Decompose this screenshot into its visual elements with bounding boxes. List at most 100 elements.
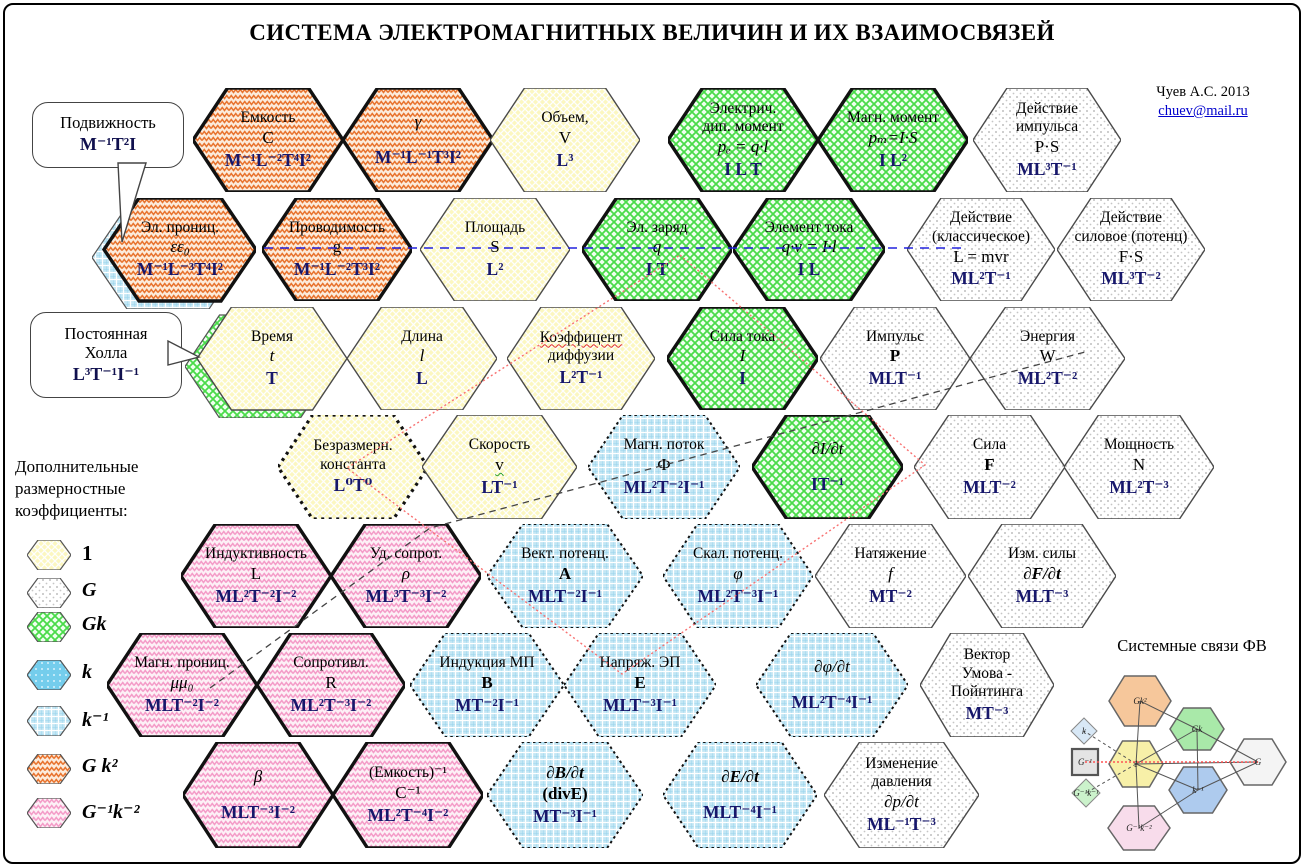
hex-text: Вектор Умова - Пойнтинга MT⁻³ <box>920 633 1054 737</box>
hex-capacitance: Емкость C M⁻¹L⁻²T⁴I² <box>193 88 343 192</box>
hex-vector-potential: Вект. потенц. A MLT⁻²I⁻¹ <box>487 524 643 628</box>
hex-dimension: L <box>416 368 428 389</box>
mini-node-label: k <box>1082 726 1087 736</box>
hex-text: ∂φ/∂t ML²T⁻⁴I⁻¹ <box>756 633 908 737</box>
hex-length: Длина l L <box>347 307 497 410</box>
hex-el-dipole-moment: Электрич. дип. момент pₑ = q·l I L T <box>668 88 818 192</box>
hex-di-dt: ∂I/∂t IT⁻¹ <box>752 415 903 519</box>
hex-mag-induction: Индукция МП B MT⁻²I⁻¹ <box>410 633 564 737</box>
hex-symbol: εε₀ <box>170 237 190 257</box>
hex-diffusion-coeff: Коэффицент диффузии L²T⁻¹ <box>507 307 655 410</box>
hex-action-impulse: Действие импульса P·S ML³T⁻¹ <box>973 88 1121 192</box>
hex-label: Объем, <box>541 109 589 127</box>
author-email-link[interactable]: chuev@mail.ru <box>1158 103 1248 119</box>
hex-text: Мощность N ML²T⁻³ <box>1064 415 1214 519</box>
hex-symbol: (divE) <box>542 783 588 803</box>
hex-label: Мощность <box>1103 436 1175 454</box>
hex-symbol: q·v = I·l <box>781 237 837 257</box>
hex-symbol: V <box>558 127 572 147</box>
callout-hall-constant: Постоянная Холла L³T⁻¹I⁻¹ <box>30 312 182 398</box>
hex-label: константа <box>320 455 386 473</box>
hex-symbol: φ <box>733 563 743 583</box>
hex-text: β MLT⁻³I⁻² <box>183 742 333 848</box>
hex-label: Проводимость <box>288 218 386 236</box>
hex-dimension: I <box>739 368 746 389</box>
hex-label: Уд. сопрот. <box>369 545 443 563</box>
hex-label: Вект. потенц. <box>521 545 609 563</box>
mini-node-label: G <box>1255 757 1262 767</box>
hex-el-charge: Эл. заряд q I T <box>582 198 732 301</box>
legend-label: G⁻¹k⁻² <box>82 801 140 823</box>
callout-label: Постоянная <box>64 323 148 343</box>
hex-action-classical: Действие (классическое) L = mvr ML²T⁻¹ <box>907 198 1055 301</box>
hex-dimension: ML⁻¹T⁻³ <box>867 813 936 834</box>
hex-label: силовое (потенц) <box>1074 227 1188 245</box>
hex-mag-permeability: Магн. прониц. μμ₀ MLT⁻²I⁻² <box>107 633 257 737</box>
hex-poynting-vector: Вектор Умова - Пойнтинга MT⁻³ <box>920 633 1054 737</box>
hex-label: Натяжение <box>854 545 927 563</box>
hex-dimension: I L² <box>878 149 908 170</box>
hex-text: Магн. поток Ф ML²T⁻²I⁻¹ <box>588 415 740 519</box>
hex-label: Сила тока <box>709 327 776 345</box>
hex-dimension: ML²T⁻³ <box>1109 476 1169 497</box>
hex-text: Индуктивность L ML²T⁻²I⁻² <box>181 524 331 628</box>
hex-resistance: Сопротивл. R ML²T⁻³I⁻² <box>257 633 405 737</box>
hex-symbol: C⁻¹ <box>395 782 421 802</box>
hex-dimension: MT⁻²I⁻¹ <box>455 694 519 715</box>
hex-label: Сила <box>972 436 1007 454</box>
hex-dimensionless-const: Безразмерн. константа L⁰T⁰ <box>278 415 428 519</box>
hex-dimension: ML²T⁻⁴I⁻¹ <box>791 691 873 712</box>
hex-mag-moment: Магн. момент pₘ=I·S I L² <box>818 88 968 192</box>
hex-dimension: MLT⁻² <box>963 476 1016 497</box>
hex-velocity: Скорость v LT⁻¹ <box>422 415 577 519</box>
hex-de-dt: ∂E/∂t MLT⁻⁴I⁻¹ <box>663 742 817 848</box>
legend-label: G k² <box>82 755 118 777</box>
hex-gamma: γ M⁻¹L⁻¹T³I² <box>343 88 493 192</box>
hex-label: Скорость <box>468 436 531 454</box>
mini-diagram-title: Системные связи ФВ <box>1117 636 1267 655</box>
hex-text: (Емкость)⁻¹ C⁻¹ ML²T⁻⁴I⁻² <box>333 742 483 848</box>
hex-text: Элемент тока q·v = I·l I L <box>733 198 885 301</box>
hex-dimension: MLT⁻²I⁻¹ <box>527 585 603 606</box>
hex-dimension: M⁻¹L⁻²T³I² <box>293 259 381 280</box>
hex-dimension: ML²T⁻²I⁻² <box>215 585 297 606</box>
hex-label: Емкость <box>240 109 296 127</box>
hex-dphi-dt: ∂φ/∂t ML²T⁻⁴I⁻¹ <box>756 633 908 737</box>
legend-swatch-g <box>26 577 72 609</box>
hex-dimension: L² <box>486 259 504 280</box>
hex-label: импульса <box>1015 118 1079 136</box>
hex-dimension: MLT⁻¹ <box>868 368 922 389</box>
hex-symbol: N <box>1132 454 1146 474</box>
hex-text: Действие (классическое) L = mvr ML²T⁻¹ <box>907 198 1055 301</box>
hex-dimension: L⁰T⁰ <box>333 475 373 496</box>
hex-force-change: Изм. силы ∂F/∂t MLT⁻³ <box>968 524 1116 628</box>
hex-dimension: ML²T⁻⁴I⁻² <box>367 804 449 825</box>
hex-label: Импульс <box>865 327 925 345</box>
hex-area: Площадь S L² <box>420 198 570 301</box>
hex-symbol: A <box>558 563 572 583</box>
mini-node-k <box>1070 717 1098 745</box>
hex-label: Магн. поток <box>623 436 705 454</box>
hex-symbol: pₑ = q·l <box>717 137 769 157</box>
mini-node-label: Gk² <box>1133 696 1146 706</box>
hex-force: Сила F MLT⁻² <box>914 415 1065 519</box>
hex-label: Действие <box>949 209 1013 227</box>
hex-symbol: L <box>250 563 262 583</box>
hex-symbol: μμ₀ <box>170 672 194 692</box>
hex-dimension: I T <box>645 259 669 280</box>
hex-symbol: ∂F/∂t <box>1023 563 1061 583</box>
hex-label: Элемент тока <box>764 218 854 236</box>
hex-label: Сопротивл. <box>293 654 369 672</box>
hex-text: Время t T <box>197 307 347 410</box>
hex-energy: Энергия W ML²T⁻² <box>970 307 1125 410</box>
hex-current-element: Элемент тока q·v = I·l I L <box>733 198 885 301</box>
hex-text: Коэффицент диффузии L²T⁻¹ <box>507 307 655 410</box>
hex-label: Индукция МП <box>439 654 535 672</box>
hex-dimension: ML²T⁻² <box>1017 368 1078 389</box>
mini-node-label: k⁻¹ <box>1192 785 1204 795</box>
hex-label: Действие <box>1015 99 1079 117</box>
hex-dimension: ML²T⁻²I⁻¹ <box>623 476 705 497</box>
mini-node-label: G⁻¹k⁻² <box>1126 823 1152 833</box>
hex-dimension: ML²T⁻³I⁻¹ <box>697 585 779 606</box>
hex-symbol: Ф <box>657 454 671 474</box>
